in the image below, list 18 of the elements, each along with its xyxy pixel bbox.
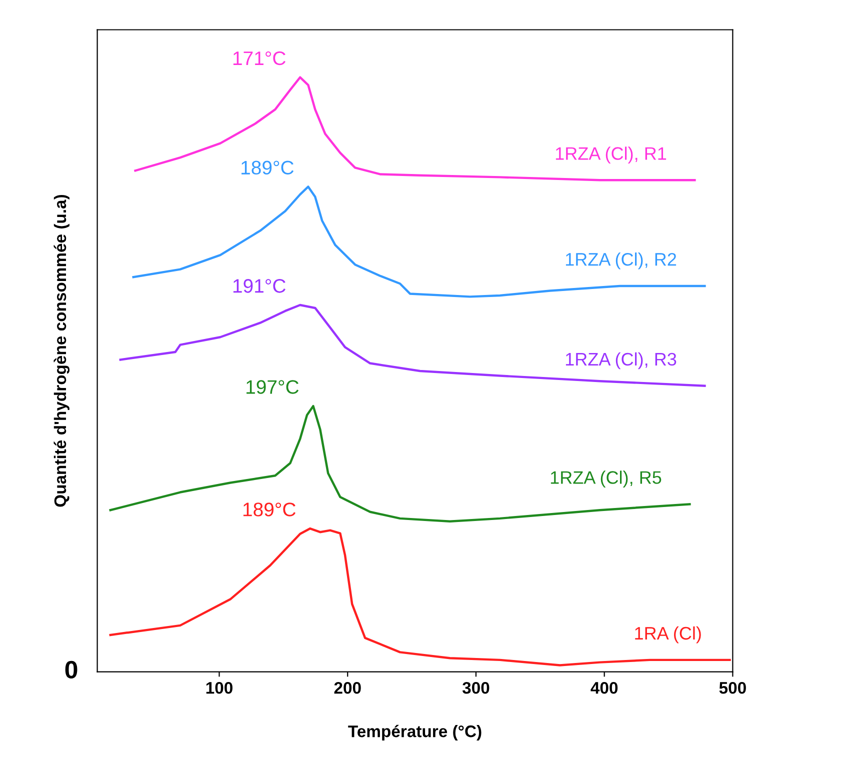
- series-label: 1RZA (Cl), R2: [566, 252, 676, 270]
- annotation: 191°C: [233, 279, 286, 293]
- series-label: 1RA (Cl): [635, 626, 701, 644]
- annotation: 189°C: [242, 160, 294, 175]
- x-tick-label: 500: [719, 682, 746, 694]
- x-tick-label: 300: [462, 682, 490, 694]
- series-label: 1RZA (Cl), R1: [556, 146, 666, 164]
- x-tick-label: 400: [590, 682, 618, 694]
- series-label: 1RZA (Cl), R5: [550, 470, 662, 488]
- annotation: 171°C: [233, 51, 286, 66]
- text: 0: [65, 660, 78, 679]
- series-label: 1RZA (Cl), R3: [566, 352, 676, 370]
- annotation: 189°C: [243, 502, 296, 516]
- x-axis-title: Température (°C): [348, 724, 482, 741]
- x-tick-label: 200: [334, 682, 361, 694]
- y-axis-title: Quantité d'hydrogène consommée (u.a): [54, 194, 70, 507]
- x-tick-label: 100: [206, 682, 232, 694]
- annotation: 197°C: [246, 380, 299, 394]
